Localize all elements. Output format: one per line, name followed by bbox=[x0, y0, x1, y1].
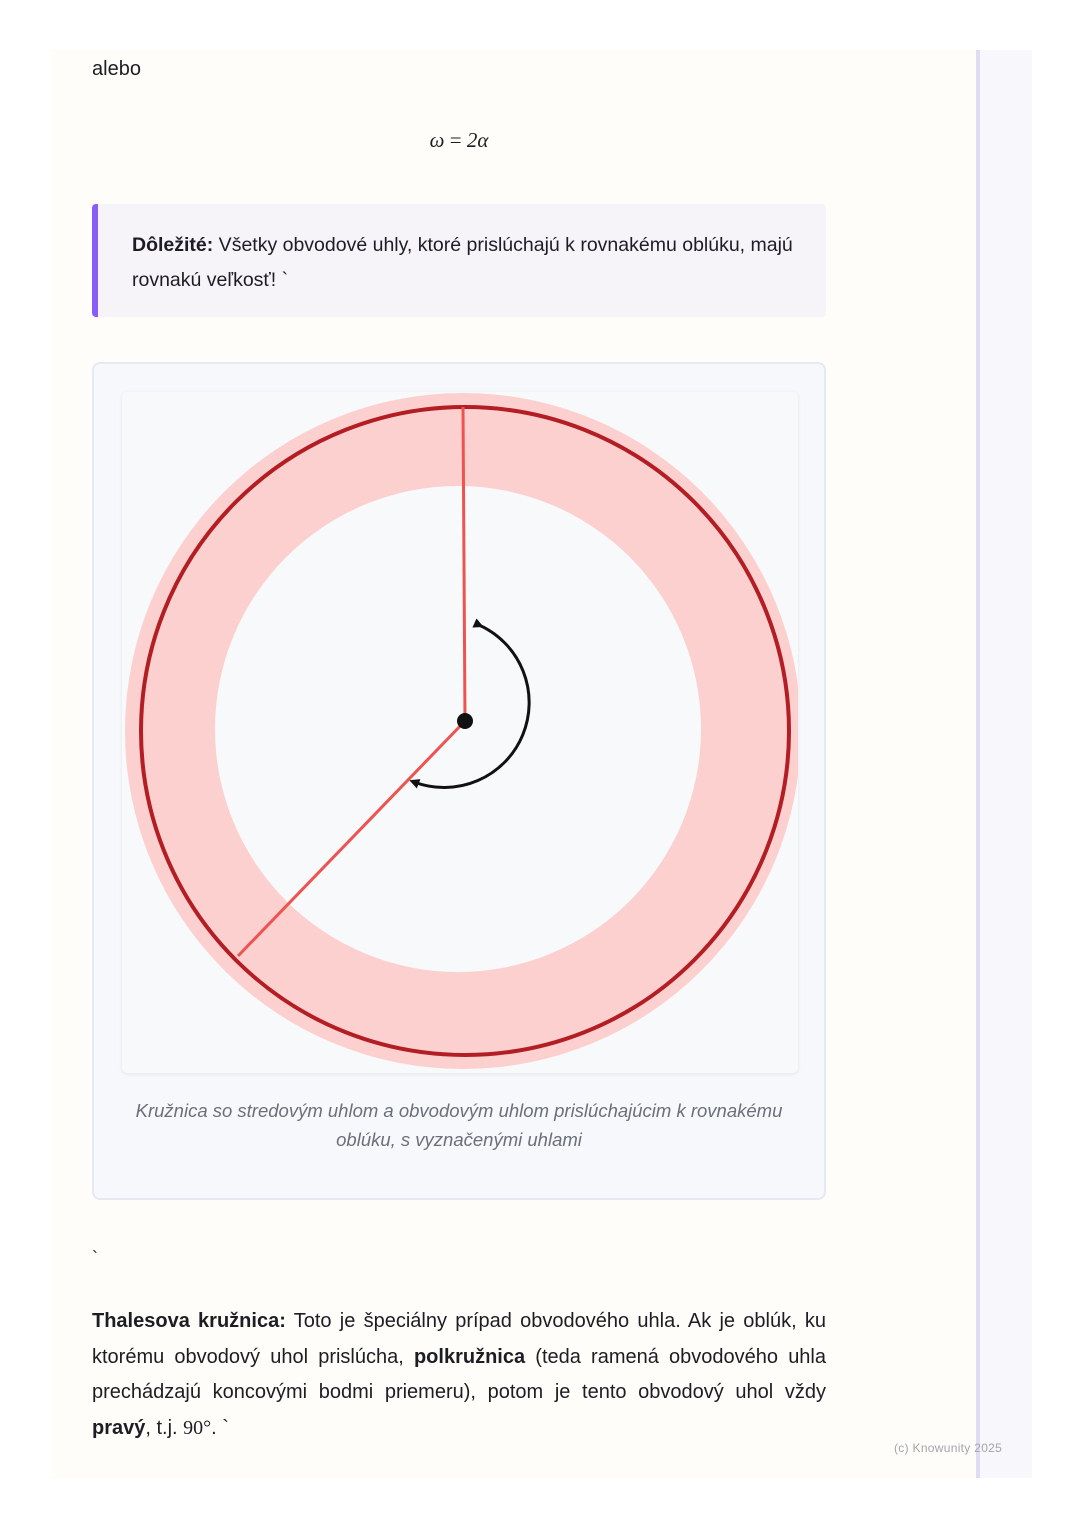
para-text-3: , t.j. bbox=[145, 1416, 184, 1439]
thales-paragraph: Thalesova kružnica: Toto je špeciálny pr… bbox=[92, 1304, 826, 1446]
callout-label: Dôležité: bbox=[132, 234, 214, 256]
important-callout: Dôležité: Všetky obvodové uhly, ktoré pr… bbox=[92, 204, 826, 317]
stray-tick: ` bbox=[92, 1248, 98, 1268]
term-polkruznica: polkružnica bbox=[413, 1345, 526, 1368]
main-circle bbox=[139, 405, 791, 1057]
figure-caption: Kružnica so stredovým uhlom a obvodovým … bbox=[135, 1100, 783, 1150]
figure: Kružnica so stredovým uhlom a obvodovým … bbox=[92, 362, 826, 1200]
copyright: (c) Knowunity 2025 bbox=[894, 1441, 1003, 1455]
center-point bbox=[457, 713, 473, 729]
circle-diagram bbox=[125, 393, 798, 1069]
angle-arc bbox=[409, 618, 531, 790]
intro-word: alebo bbox=[92, 58, 141, 80]
formula-lhs: ω bbox=[429, 128, 445, 152]
para-text-4: . ` bbox=[211, 1416, 229, 1439]
term-thales: Thalesova kružnica: bbox=[92, 1310, 286, 1332]
formula-rhs: 2α bbox=[466, 128, 489, 152]
figure-image bbox=[122, 392, 798, 1073]
term-pravy: pravý bbox=[92, 1416, 146, 1439]
para-text-2: (teda ramená obvodového uhla prechádzajú… bbox=[92, 1345, 826, 1404]
formula: ω = 2α bbox=[92, 128, 826, 153]
side-strip bbox=[976, 50, 1032, 1478]
formula-eq: = bbox=[449, 128, 462, 152]
para-text-1: Toto je špeciálny prípad obvodového uhla… bbox=[92, 1310, 827, 1368]
degree-value: 90° bbox=[183, 1416, 212, 1439]
radius-up bbox=[461, 406, 467, 722]
callout-text: Všetky obvodové uhly, ktoré prislúchajú … bbox=[132, 234, 793, 291]
